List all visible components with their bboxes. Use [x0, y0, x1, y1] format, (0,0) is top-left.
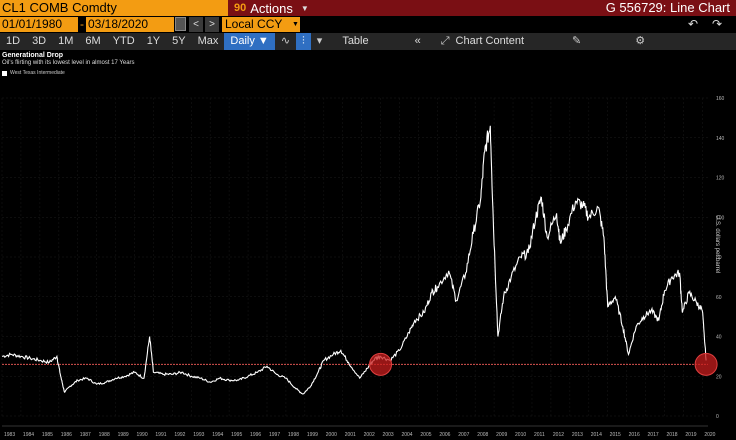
actions-menu-button[interactable]: Actions	[250, 0, 293, 16]
gear-icon[interactable]: ⚙	[635, 35, 646, 47]
end-date-input[interactable]: 03/18/2020	[86, 17, 174, 32]
frequency-label: Daily	[230, 35, 255, 47]
title-bar: CL1 COMB Comdty 90 Actions ▼ G 556729: L…	[0, 0, 736, 16]
calendar-icon[interactable]	[175, 17, 186, 31]
frequency-select[interactable]: Daily ▼	[224, 33, 275, 50]
series-line-wti	[1, 125, 707, 395]
x-tick-label: 2006	[439, 432, 450, 438]
legend: West Texas Intermediate	[2, 70, 65, 76]
table-button[interactable]: Table	[342, 35, 369, 47]
y-tick-label: 160	[716, 96, 725, 102]
x-tick-label: 1983	[4, 432, 15, 438]
x-tick-label: 2012	[553, 432, 564, 438]
x-tick-label: 2014	[591, 432, 602, 438]
line-chart-icon[interactable]: ∿	[280, 35, 291, 47]
x-tick-label: 1989	[118, 432, 129, 438]
period-1m[interactable]: 1M	[58, 35, 74, 47]
period-3d[interactable]: 3D	[32, 35, 47, 47]
security-ticker[interactable]: CL1 COMB Comdty	[0, 0, 228, 16]
highlight-circle	[369, 352, 393, 376]
period-1y[interactable]: 1Y	[146, 35, 161, 47]
date-separator: -	[80, 17, 84, 31]
chevron-down-icon[interactable]: ▼	[300, 3, 309, 13]
previous-period-button[interactable]: <	[189, 17, 203, 32]
x-tick-label: 1999	[307, 432, 318, 438]
x-tick-label: 1986	[61, 432, 72, 438]
x-tick-label: 2020	[704, 432, 715, 438]
x-tick-label: 1990	[136, 432, 147, 438]
x-tick-label: 2017	[648, 432, 659, 438]
currency-select[interactable]: Local CCY	[222, 17, 300, 32]
collapse-button[interactable]: «	[414, 35, 421, 47]
period-ytd[interactable]: YTD	[112, 35, 135, 47]
x-tick-label: 1992	[174, 432, 185, 438]
y-tick-label: 120	[716, 176, 725, 182]
x-tick-label: 1987	[80, 432, 91, 438]
y-tick-label: 0	[716, 414, 719, 420]
x-tick-label: 2011	[534, 432, 545, 438]
period-6m[interactable]: 6M	[85, 35, 101, 47]
x-tick-label: 2002	[364, 432, 375, 438]
x-tick-label: 1998	[288, 432, 299, 438]
chart-subtitle: Oil's flirting with its lowest level in …	[2, 60, 135, 66]
x-tick-label: 1988	[99, 432, 110, 438]
x-tick-label: 2008	[477, 432, 488, 438]
chevron-down-icon[interactable]: ▾	[316, 35, 323, 47]
x-tick-label: 2010	[515, 432, 526, 438]
chart-content-icon[interactable]: ⤢	[440, 35, 450, 47]
chevron-down-icon[interactable]: ▼	[292, 21, 299, 28]
candlestick-icon[interactable]: ⫶	[296, 33, 311, 50]
x-tick-label: 1985	[42, 432, 53, 438]
x-tick-label: 2000	[326, 432, 337, 438]
next-period-button[interactable]: >	[205, 17, 219, 32]
x-tick-label: 1984	[23, 432, 34, 438]
x-tick-label: 1997	[269, 432, 280, 438]
undo-icon[interactable]: ↶	[687, 17, 699, 31]
y-tick-label: 140	[716, 136, 725, 142]
actions-number: 90	[234, 2, 247, 14]
x-tick-label: 2018	[666, 432, 677, 438]
x-tick-label: 1995	[231, 432, 242, 438]
date-range-bar: 01/01/1980 - 03/18/2020 < > Local CCY ▼ …	[0, 16, 736, 33]
x-tick-label: 2003	[383, 432, 394, 438]
y-tick-label: 100	[716, 215, 725, 221]
y-tick-label: 60	[716, 295, 722, 301]
actions-bar: 90 Actions ▼ G 556729: Line Chart	[228, 0, 736, 16]
y-tick-label: 40	[716, 335, 722, 341]
x-tick-label: 2001	[345, 432, 356, 438]
x-tick-label: 2015	[610, 432, 621, 438]
highlight-circle	[694, 352, 718, 376]
legend-swatch	[2, 70, 7, 76]
start-date-input[interactable]: 01/01/1980	[0, 17, 78, 32]
x-tick-label: 1994	[212, 432, 223, 438]
chart-toolbar: 1D 3D 1M 6M YTD 1Y 5Y Max Daily ▼ ∿ ⫶ ▾ …	[0, 33, 736, 50]
period-5y[interactable]: 5Y	[172, 35, 186, 47]
redo-icon[interactable]: ↷	[711, 17, 723, 31]
chart-title: Generational Drop	[2, 52, 64, 59]
x-tick-label: 1991	[155, 432, 166, 438]
y-tick-label: 20	[716, 374, 722, 380]
x-tick-label: 1993	[193, 432, 204, 438]
x-tick-label: 2019	[685, 432, 696, 438]
period-1d[interactable]: 1D	[6, 35, 21, 47]
x-tick-label: 2009	[496, 432, 507, 438]
edit-icon[interactable]: ✎	[572, 35, 582, 47]
y-tick-label: 80	[716, 255, 722, 261]
chart-content-button[interactable]: Chart Content	[455, 35, 525, 47]
x-tick-label: 2013	[572, 432, 583, 438]
x-tick-label: 2004	[401, 432, 412, 438]
x-tick-label: 1996	[250, 432, 261, 438]
legend-label: West Texas Intermediate	[10, 70, 65, 76]
x-tick-label: 2016	[629, 432, 640, 438]
chart-identifier: G 556729: Line Chart	[605, 0, 730, 15]
x-tick-label: 2007	[458, 432, 469, 438]
period-max[interactable]: Max	[197, 35, 219, 47]
x-tick-label: 2005	[420, 432, 431, 438]
